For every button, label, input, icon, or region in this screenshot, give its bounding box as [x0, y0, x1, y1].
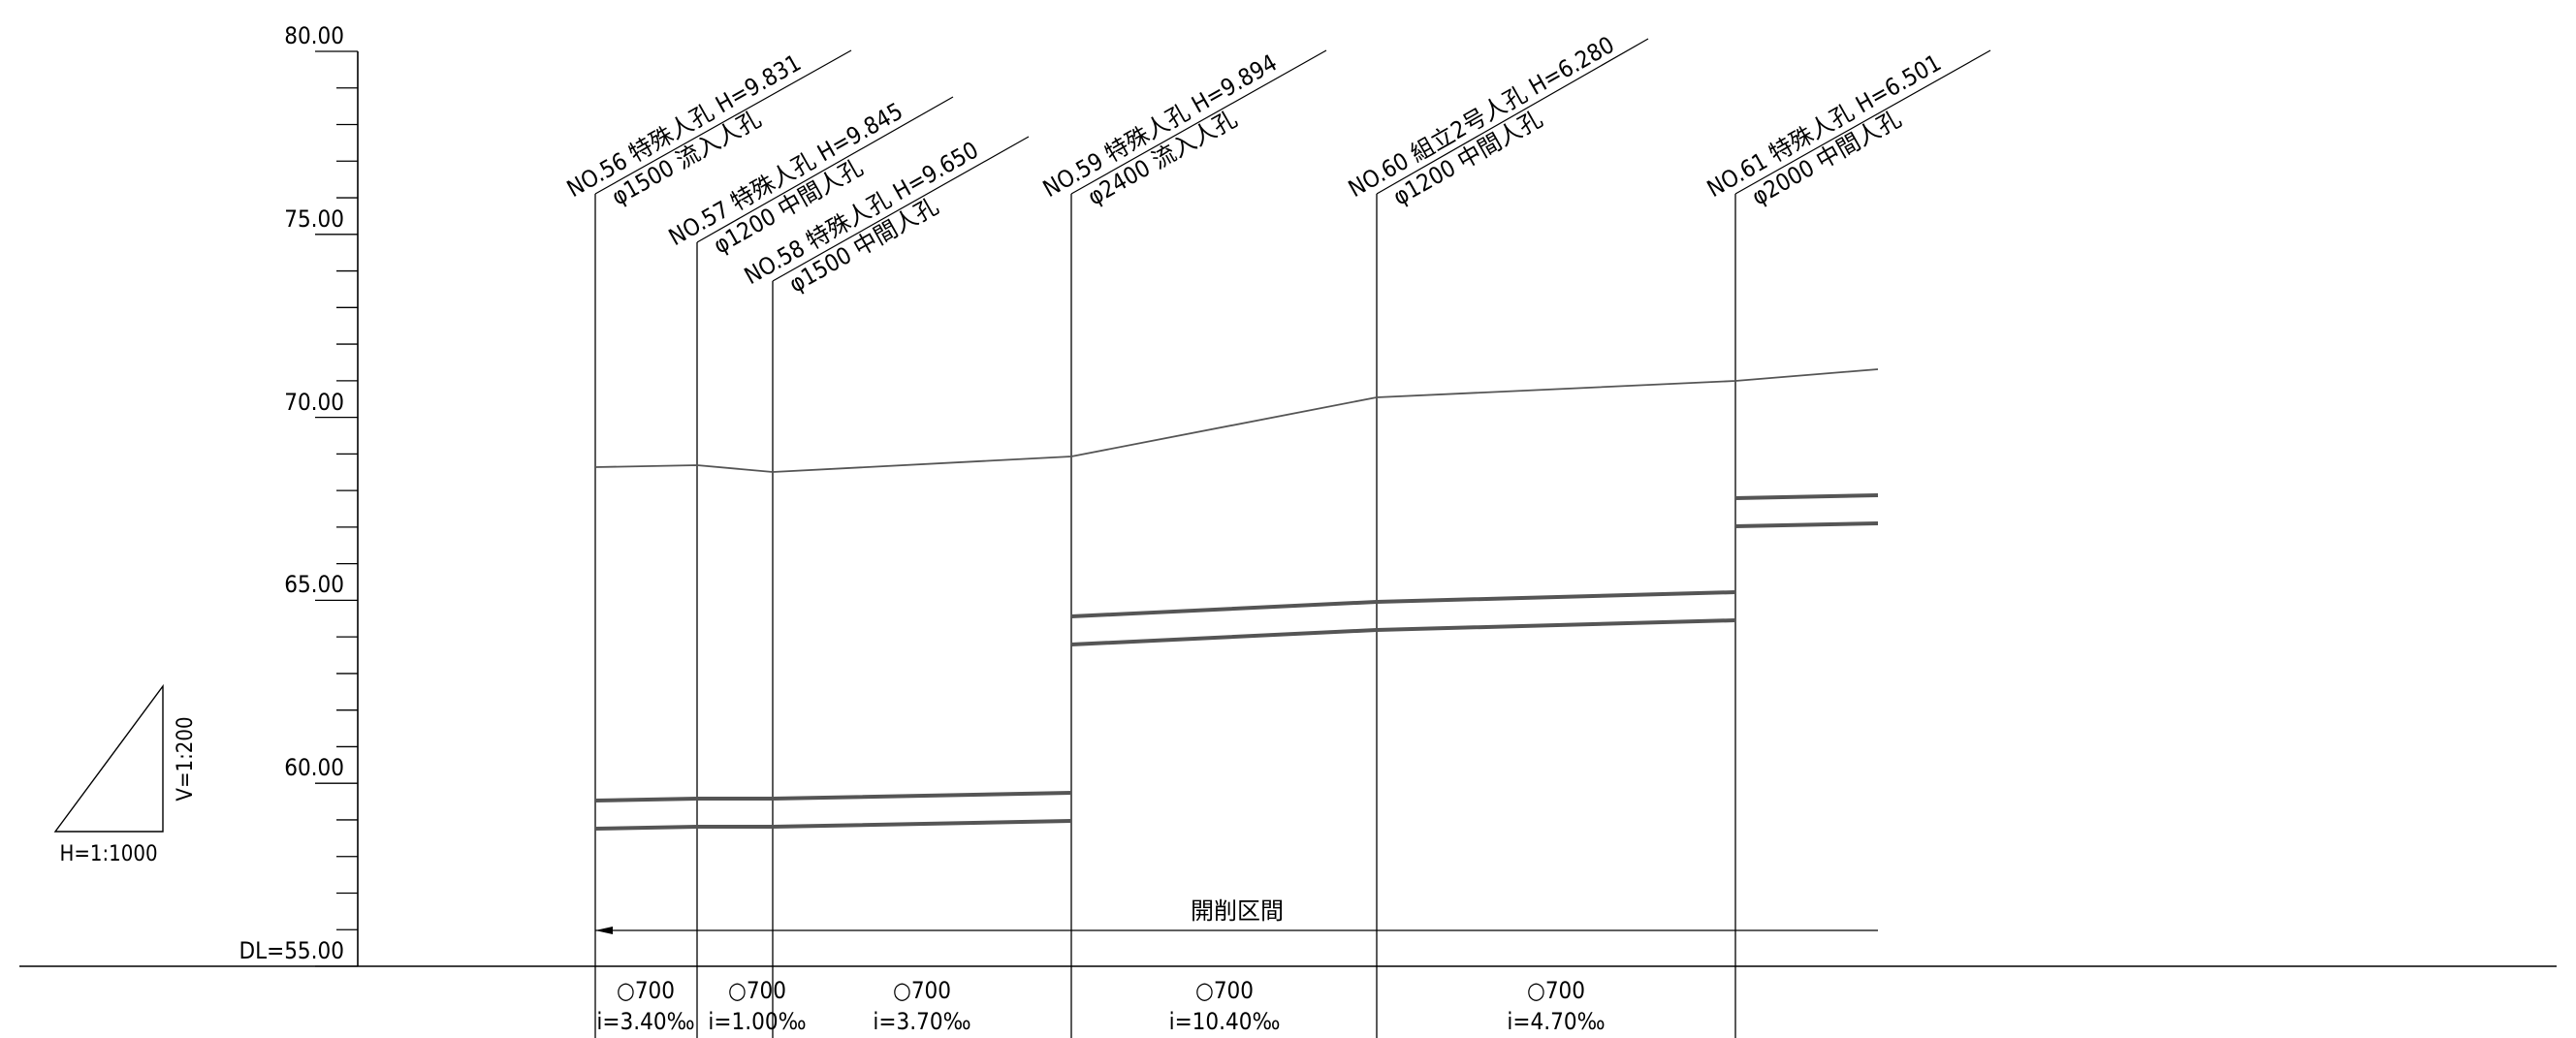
segment-pipe-1: ○700	[617, 977, 675, 1004]
manhole-label-no59: NO.59 特殊人孔 H=9.894 φ2400 流入人孔	[1038, 49, 1282, 211]
vertical-scale-label: V=1:200	[174, 716, 198, 801]
segment-slope-1: i=3.40‰	[596, 1008, 694, 1035]
segment-pipe-4: ○700	[1195, 977, 1254, 1004]
segment-pipe-3: ○700	[893, 977, 951, 1004]
manhole-title-no60: NO.60 組立2号人孔 H=6.280	[1344, 31, 1619, 203]
leader-no57	[696, 96, 954, 243]
segment-slope-3: i=3.70‰	[873, 1008, 970, 1035]
horizontal-scale-label: H=1:1000	[59, 842, 157, 866]
elevation-axis: 80.00 75.00 70.00 65.00 60.00 DL=55.00	[239, 22, 359, 967]
segment-slope-4: i=10.40‰	[1169, 1008, 1281, 1035]
manhole-title-no59: NO.59 特殊人孔 H=9.894	[1038, 49, 1282, 203]
excavation-section: 開削区間	[595, 897, 1878, 934]
pipe-invert-line-3	[1734, 521, 1879, 528]
scale-triangle-shape	[53, 683, 164, 833]
leader-no60	[1376, 38, 1649, 195]
segment-pipe-2: ○700	[728, 977, 786, 1004]
segment-slope-5: i=4.70‰	[1507, 1008, 1605, 1035]
leader-no58	[772, 136, 1030, 282]
pipe-crown-line-1	[594, 791, 1072, 802]
axis-label-75: 75.00	[284, 205, 344, 233]
pipe-invert-line-2	[1070, 618, 1736, 646]
manhole-title-no61: NO.61 特殊人孔 H=6.501	[1702, 49, 1946, 203]
manhole-lines	[594, 194, 1736, 1038]
manhole-labels: NO.56 特殊人孔 H=9.831 φ1500 流入人孔 NO.57 特殊人孔…	[562, 31, 1946, 298]
segment-pipe-5: ○700	[1527, 977, 1585, 1004]
axis-ticks	[315, 50, 358, 967]
axis-label-70: 70.00	[284, 389, 344, 416]
excavation-label: 開削区間	[1191, 897, 1284, 925]
axis-label-datum: DL=55.00	[239, 937, 344, 964]
ground-surface-line	[594, 368, 1879, 473]
leader-no56	[594, 49, 852, 195]
excavation-arrow-icon	[595, 927, 613, 934]
pipe-invert-line-1	[594, 819, 1072, 831]
leader-no61	[1734, 49, 1991, 195]
label-leaders	[594, 38, 1991, 282]
axis-label-80: 80.00	[284, 22, 344, 49]
pipe-lines	[594, 493, 1879, 831]
segment-info: ○700 i=3.40‰ ○700 i=1.00‰ ○700 i=3.70‰ ○…	[596, 977, 1605, 1035]
pipe-crown-line-3	[1734, 493, 1879, 500]
pipe-crown-line-2	[1070, 590, 1736, 618]
segment-slope-2: i=1.00‰	[708, 1008, 806, 1035]
scale-triangle: H=1:1000 V=1:200	[53, 683, 198, 866]
manhole-label-no61: NO.61 特殊人孔 H=6.501 φ2000 中間人孔	[1702, 49, 1946, 211]
axis-label-65: 65.00	[284, 571, 344, 598]
axis-label-60: 60.00	[284, 754, 344, 781]
leader-no59	[1070, 49, 1327, 195]
